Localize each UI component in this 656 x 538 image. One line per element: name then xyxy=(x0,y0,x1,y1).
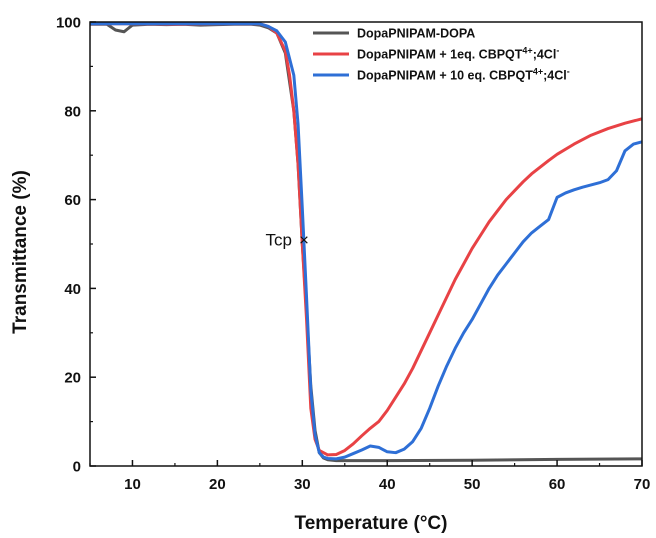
axes-layer xyxy=(89,21,643,467)
x-tick-label: 30 xyxy=(294,476,311,493)
x-tick-label: 20 xyxy=(209,476,226,493)
x-axis-title: Temperature (°C) xyxy=(295,513,448,534)
x-tick-label: 70 xyxy=(634,476,651,493)
legend: DopaPNIPAM-DOPA DopaPNIPAM + 1eq. CBPQT4+… xyxy=(313,27,570,83)
y-tick-label: 20 xyxy=(64,370,81,387)
series-layer xyxy=(90,22,642,463)
series-line-2 xyxy=(90,22,642,457)
tcp-marker: × xyxy=(299,231,309,250)
legend-label-1: DopaPNIPAM-DOPA xyxy=(357,27,475,41)
x-tick-label: 50 xyxy=(464,476,481,493)
x-tick-label: 60 xyxy=(549,476,566,493)
plot-frame xyxy=(89,21,643,467)
legend-label-3: DopaPNIPAM + 10 eq. CBPQT4+;4Cl- xyxy=(357,67,570,83)
y-tick-label: 0 xyxy=(73,459,81,476)
series-line-1 xyxy=(90,22,642,463)
ticks-layer: 10 20 30 40 50 60 70 0 20 40 60 80 100 xyxy=(56,15,650,494)
annotation-layer: Tcp × xyxy=(266,231,309,250)
series-line-3 xyxy=(90,22,642,461)
y-tick-label: 80 xyxy=(64,103,81,120)
y-tick-label: 40 xyxy=(64,281,81,298)
tcp-label: Tcp xyxy=(266,231,292,250)
y-axis-title: Transmittance (%) xyxy=(10,170,31,334)
y-tick-label: 100 xyxy=(56,15,81,32)
x-tick-label: 40 xyxy=(379,476,396,493)
legend-label-2: DopaPNIPAM + 1eq. CBPQT4+;4Cl- xyxy=(357,46,559,62)
y-tick-label: 60 xyxy=(64,192,81,209)
x-tick-label: 10 xyxy=(124,476,141,493)
